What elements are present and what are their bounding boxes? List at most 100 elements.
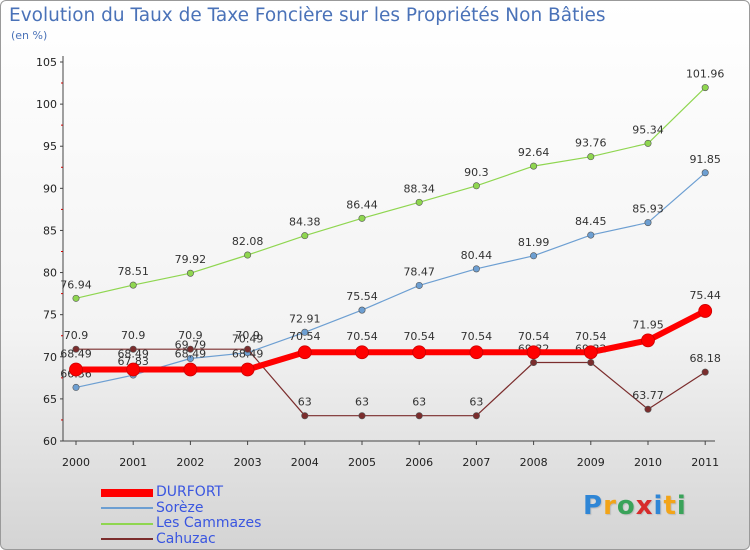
logo-letter: r (603, 491, 617, 521)
data-label: 71.95 (632, 318, 664, 331)
x-tick-label: 2010 (634, 456, 662, 469)
data-label: 84.38 (289, 216, 321, 229)
data-point (244, 251, 252, 259)
x-tick-label: 2009 (577, 456, 605, 469)
logo-letter: x (635, 491, 654, 521)
data-label: 79.92 (175, 253, 207, 266)
data-point (415, 281, 423, 289)
data-label: 68.49 (60, 347, 92, 360)
logo-letter: o (616, 491, 636, 521)
data-point (530, 359, 538, 367)
data-point (72, 294, 80, 302)
data-label: 70.9 (64, 329, 89, 342)
data-label: 78.51 (117, 265, 149, 278)
data-point (129, 281, 137, 289)
axes: 60 65 70 75 80 85 90 95 100 105 2000 2001 2002 2003 20… (36, 56, 719, 469)
data-label: 68.49 (175, 347, 207, 360)
data-label: 80.44 (461, 249, 493, 262)
data-label: 70.9 (235, 329, 260, 342)
data-label: 75.54 (346, 290, 378, 303)
data-label: 63 (469, 396, 483, 409)
data-point (186, 355, 194, 363)
data-label: 68.49 (232, 347, 264, 360)
data-point (69, 362, 83, 377)
y-tick-label: 75 (43, 309, 57, 322)
data-point (240, 362, 255, 377)
data-label: 93.76 (575, 137, 607, 150)
data-label: 70.9 (121, 329, 146, 342)
y-tick-label: 90 (43, 182, 57, 195)
data-point (126, 362, 141, 377)
y-tick-label: 60 (43, 435, 57, 448)
logo-letter: i (676, 491, 687, 521)
data-point (701, 84, 709, 92)
data-point (415, 198, 423, 206)
data-point (641, 333, 655, 348)
data-point (526, 345, 541, 360)
data-point (583, 345, 598, 360)
data-point (472, 182, 480, 190)
data-label: 68.18 (689, 352, 721, 365)
data-point (530, 162, 538, 170)
data-label: 70.9 (178, 329, 203, 342)
data-point (244, 345, 252, 353)
data-label: 90.3 (464, 166, 489, 179)
data-label: 76.94 (60, 278, 92, 291)
data-point (644, 139, 652, 147)
data-point (183, 362, 198, 377)
data-label: 67.83 (117, 355, 149, 368)
data-point (301, 412, 309, 420)
legend-label: DURFORT (156, 484, 224, 501)
data-label: 63 (355, 396, 369, 409)
legend-label: Sorèze (156, 499, 204, 516)
series-line (75, 172, 706, 388)
legend-swatch (101, 522, 153, 525)
data-point (644, 219, 652, 227)
x-tick-label: 2005 (348, 456, 376, 469)
chart-title: Evolution du Taux de Taxe Foncière sur l… (9, 5, 606, 26)
legend-label: Les Cammazes (156, 515, 262, 532)
legend-item: Les Cammazes (101, 516, 261, 532)
data-label: 63 (412, 396, 426, 409)
data-point (355, 345, 369, 360)
x-tick-label: 2007 (462, 456, 490, 469)
data-point (412, 345, 427, 360)
data-label: 72.91 (289, 312, 321, 325)
series-layer: 76.94 78.51 79.92 82.08 84.38 86.44 88.34 90.3 9… (60, 68, 724, 420)
data-point (587, 153, 595, 161)
y-tick-label: 105 (36, 56, 57, 69)
x-tick-label: 2003 (234, 456, 262, 469)
data-label: 70.54 (289, 330, 321, 343)
data-point (297, 345, 312, 360)
series-line (75, 87, 706, 299)
x-tick-label: 2004 (291, 456, 319, 469)
data-label: 85.93 (632, 203, 664, 216)
data-label: 70.54 (403, 330, 435, 343)
data-label: 82.08 (232, 235, 264, 248)
legend-swatch (101, 538, 153, 541)
data-point (129, 345, 137, 353)
y-tick-label: 85 (43, 224, 57, 237)
series-sor-ze: 66.3667.8369.7970.4972.9175.5478.4780.44… (60, 153, 721, 391)
x-tick-label: 2002 (176, 456, 204, 469)
x-tick-label: 2001 (119, 456, 147, 469)
x-tick-label: 2008 (520, 456, 548, 469)
data-point (358, 214, 366, 222)
data-point (472, 412, 480, 420)
data-point (358, 412, 366, 420)
y-axis-unit: (en %) (11, 29, 48, 42)
data-point (530, 252, 538, 260)
series-durfort: 68.49 68.49 68.49 68.49 70.54 70.54 70.54 70.54… (60, 289, 721, 377)
logo-letter: i (653, 491, 664, 521)
data-label: 78.47 (403, 265, 435, 278)
data-point (72, 383, 80, 391)
logo-letter: P (583, 491, 604, 521)
data-point (72, 345, 80, 353)
legend-item: DURFORT (101, 485, 261, 501)
proxiti-logo: Proxiti (583, 491, 687, 521)
legend-label: Cahuzac (156, 530, 216, 547)
data-label: 70.54 (575, 330, 607, 343)
data-label: 70.54 (346, 330, 378, 343)
